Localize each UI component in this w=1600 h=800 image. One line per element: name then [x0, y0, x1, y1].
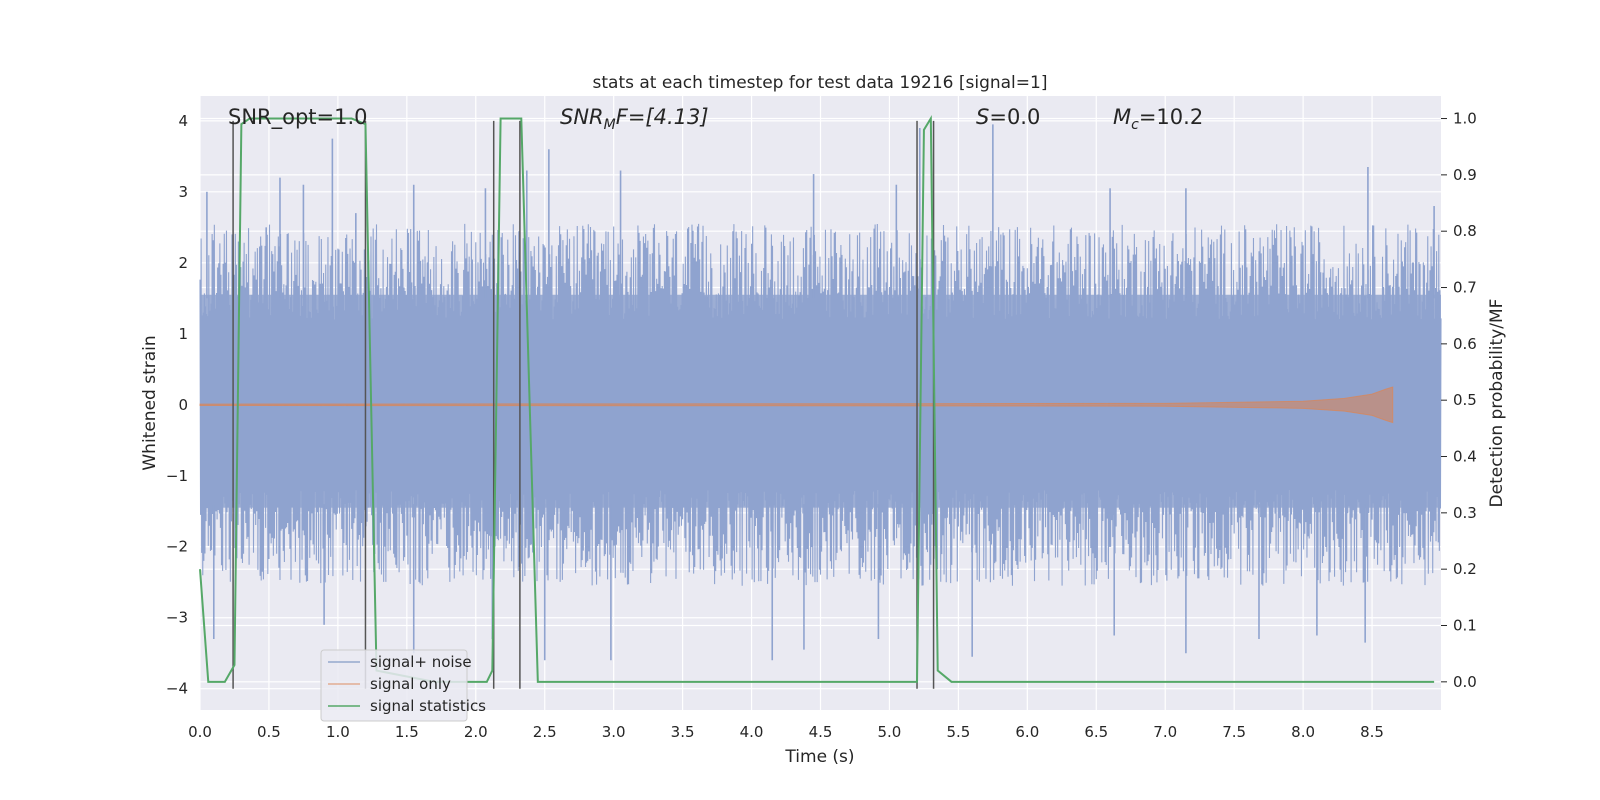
y-tick-label-8: 4 [178, 112, 188, 130]
annotation-mc-main: M [1113, 105, 1131, 129]
annotation-snr-mf-rest: F=[4.13] [616, 105, 709, 129]
x-tick-label-16: 8.0 [1291, 723, 1315, 741]
y-right-tick-label-8: 0.8 [1453, 222, 1477, 240]
annotation-mc-sub: c [1131, 117, 1139, 133]
y-tick-labels: −4 −3 −2 −1 0 1 2 3 4 [166, 112, 188, 698]
annotation-snr-mf-main: SNR [560, 105, 604, 129]
x-tick-label-13: 6.5 [1084, 723, 1108, 741]
annotation-mc-rest: =10.2 [1139, 105, 1203, 129]
series-signal-noise [199, 124, 1442, 661]
chart-title: stats at each timestep for test data 192… [593, 73, 1048, 93]
noise-trace [199, 223, 1442, 586]
x-tick-labels: 0.0 0.5 1.0 1.5 2.0 2.5 3.0 3.5 4.0 4.5 5.0 5.5 6.0 6… [188, 723, 1384, 741]
annotation-mc: Mc=10.2 [1113, 105, 1203, 133]
annotation-snr-mf: SNRMF=[4.13] [560, 105, 709, 133]
annotation-snr-opt: SNR_opt=1.0 [228, 105, 368, 130]
y-tick-label-2: −2 [166, 538, 188, 556]
annotation-snr-mf-sub: M [604, 117, 616, 133]
y-right-tick-label-2: 0.2 [1453, 560, 1477, 578]
y-tick-label-6: 2 [178, 254, 188, 272]
legend-box [320, 649, 468, 722]
x-tick-label-5: 2.5 [533, 723, 557, 741]
x-tick-label-4: 2.0 [464, 723, 488, 741]
y-right-tick-label-9: 0.9 [1453, 166, 1477, 184]
x-tick-label-3: 1.5 [395, 723, 419, 741]
signal-only-chirp [199, 386, 1394, 424]
y-tick-label-7: 3 [178, 183, 188, 201]
legend-label-signal-statistics: signal statistics [370, 697, 486, 715]
y-right-tick-label-0: 0.0 [1453, 673, 1477, 691]
legend-label-signal-noise: signal+ noise [370, 653, 472, 671]
y-tick-label-3: −1 [166, 467, 188, 485]
x-tick-label-9: 4.5 [809, 723, 833, 741]
y-tick-label-5: 1 [178, 325, 188, 343]
annotation-s-main: S [976, 105, 989, 129]
x-tick-label-14: 7.0 [1153, 723, 1177, 741]
y-tick-label-4: 0 [178, 396, 188, 414]
y-right-tick-labels: 0.0 0.1 0.2 0.3 0.4 0.5 0.6 0.7 0.8 0.9 1.0 [1441, 110, 1477, 691]
x-tick-label-15: 7.5 [1222, 723, 1246, 741]
y-right-tick-label-1: 0.1 [1453, 617, 1477, 635]
y-tick-label-0: −4 [166, 680, 188, 698]
x-tick-label-0: 0.0 [188, 723, 212, 741]
y-right-tick-label-3: 0.3 [1453, 504, 1477, 522]
x-tick-label-11: 5.5 [946, 723, 970, 741]
x-tick-label-6: 3.0 [602, 723, 626, 741]
series-signal-only [199, 386, 1394, 424]
y-tick-label-1: −3 [166, 609, 188, 627]
y-right-tick-label-6: 0.6 [1453, 335, 1477, 353]
x-tick-label-12: 6.0 [1015, 723, 1039, 741]
x-tick-label-2: 1.0 [326, 723, 350, 741]
series-signal-statistics [199, 115, 1435, 683]
y-axis-label: Whitened strain [140, 335, 160, 470]
x-axis-label: Time (s) [784, 747, 854, 767]
legend-label-signal-only: signal only [370, 675, 451, 693]
legend: signal+ noise signal only signal statist… [320, 649, 486, 722]
y-right-tick-label-10: 1.0 [1453, 110, 1477, 128]
x-tick-label-17: 8.5 [1360, 723, 1384, 741]
annotation-s-rest: =0.0 [989, 105, 1040, 129]
y-right-tick-label-4: 0.4 [1453, 448, 1477, 466]
y-right-axis-label: Detection probability/MF [1487, 299, 1507, 508]
x-tick-label-1: 0.5 [257, 723, 281, 741]
annotation-s: S=0.0 [976, 105, 1040, 129]
y-right-tick-label-5: 0.5 [1453, 391, 1477, 409]
x-tick-label-8: 4.0 [740, 723, 764, 741]
x-tick-label-10: 5.0 [878, 723, 902, 741]
y-right-tick-label-7: 0.7 [1453, 279, 1477, 297]
signal-statistics-line [199, 115, 1435, 683]
x-tick-label-7: 3.5 [671, 723, 695, 741]
